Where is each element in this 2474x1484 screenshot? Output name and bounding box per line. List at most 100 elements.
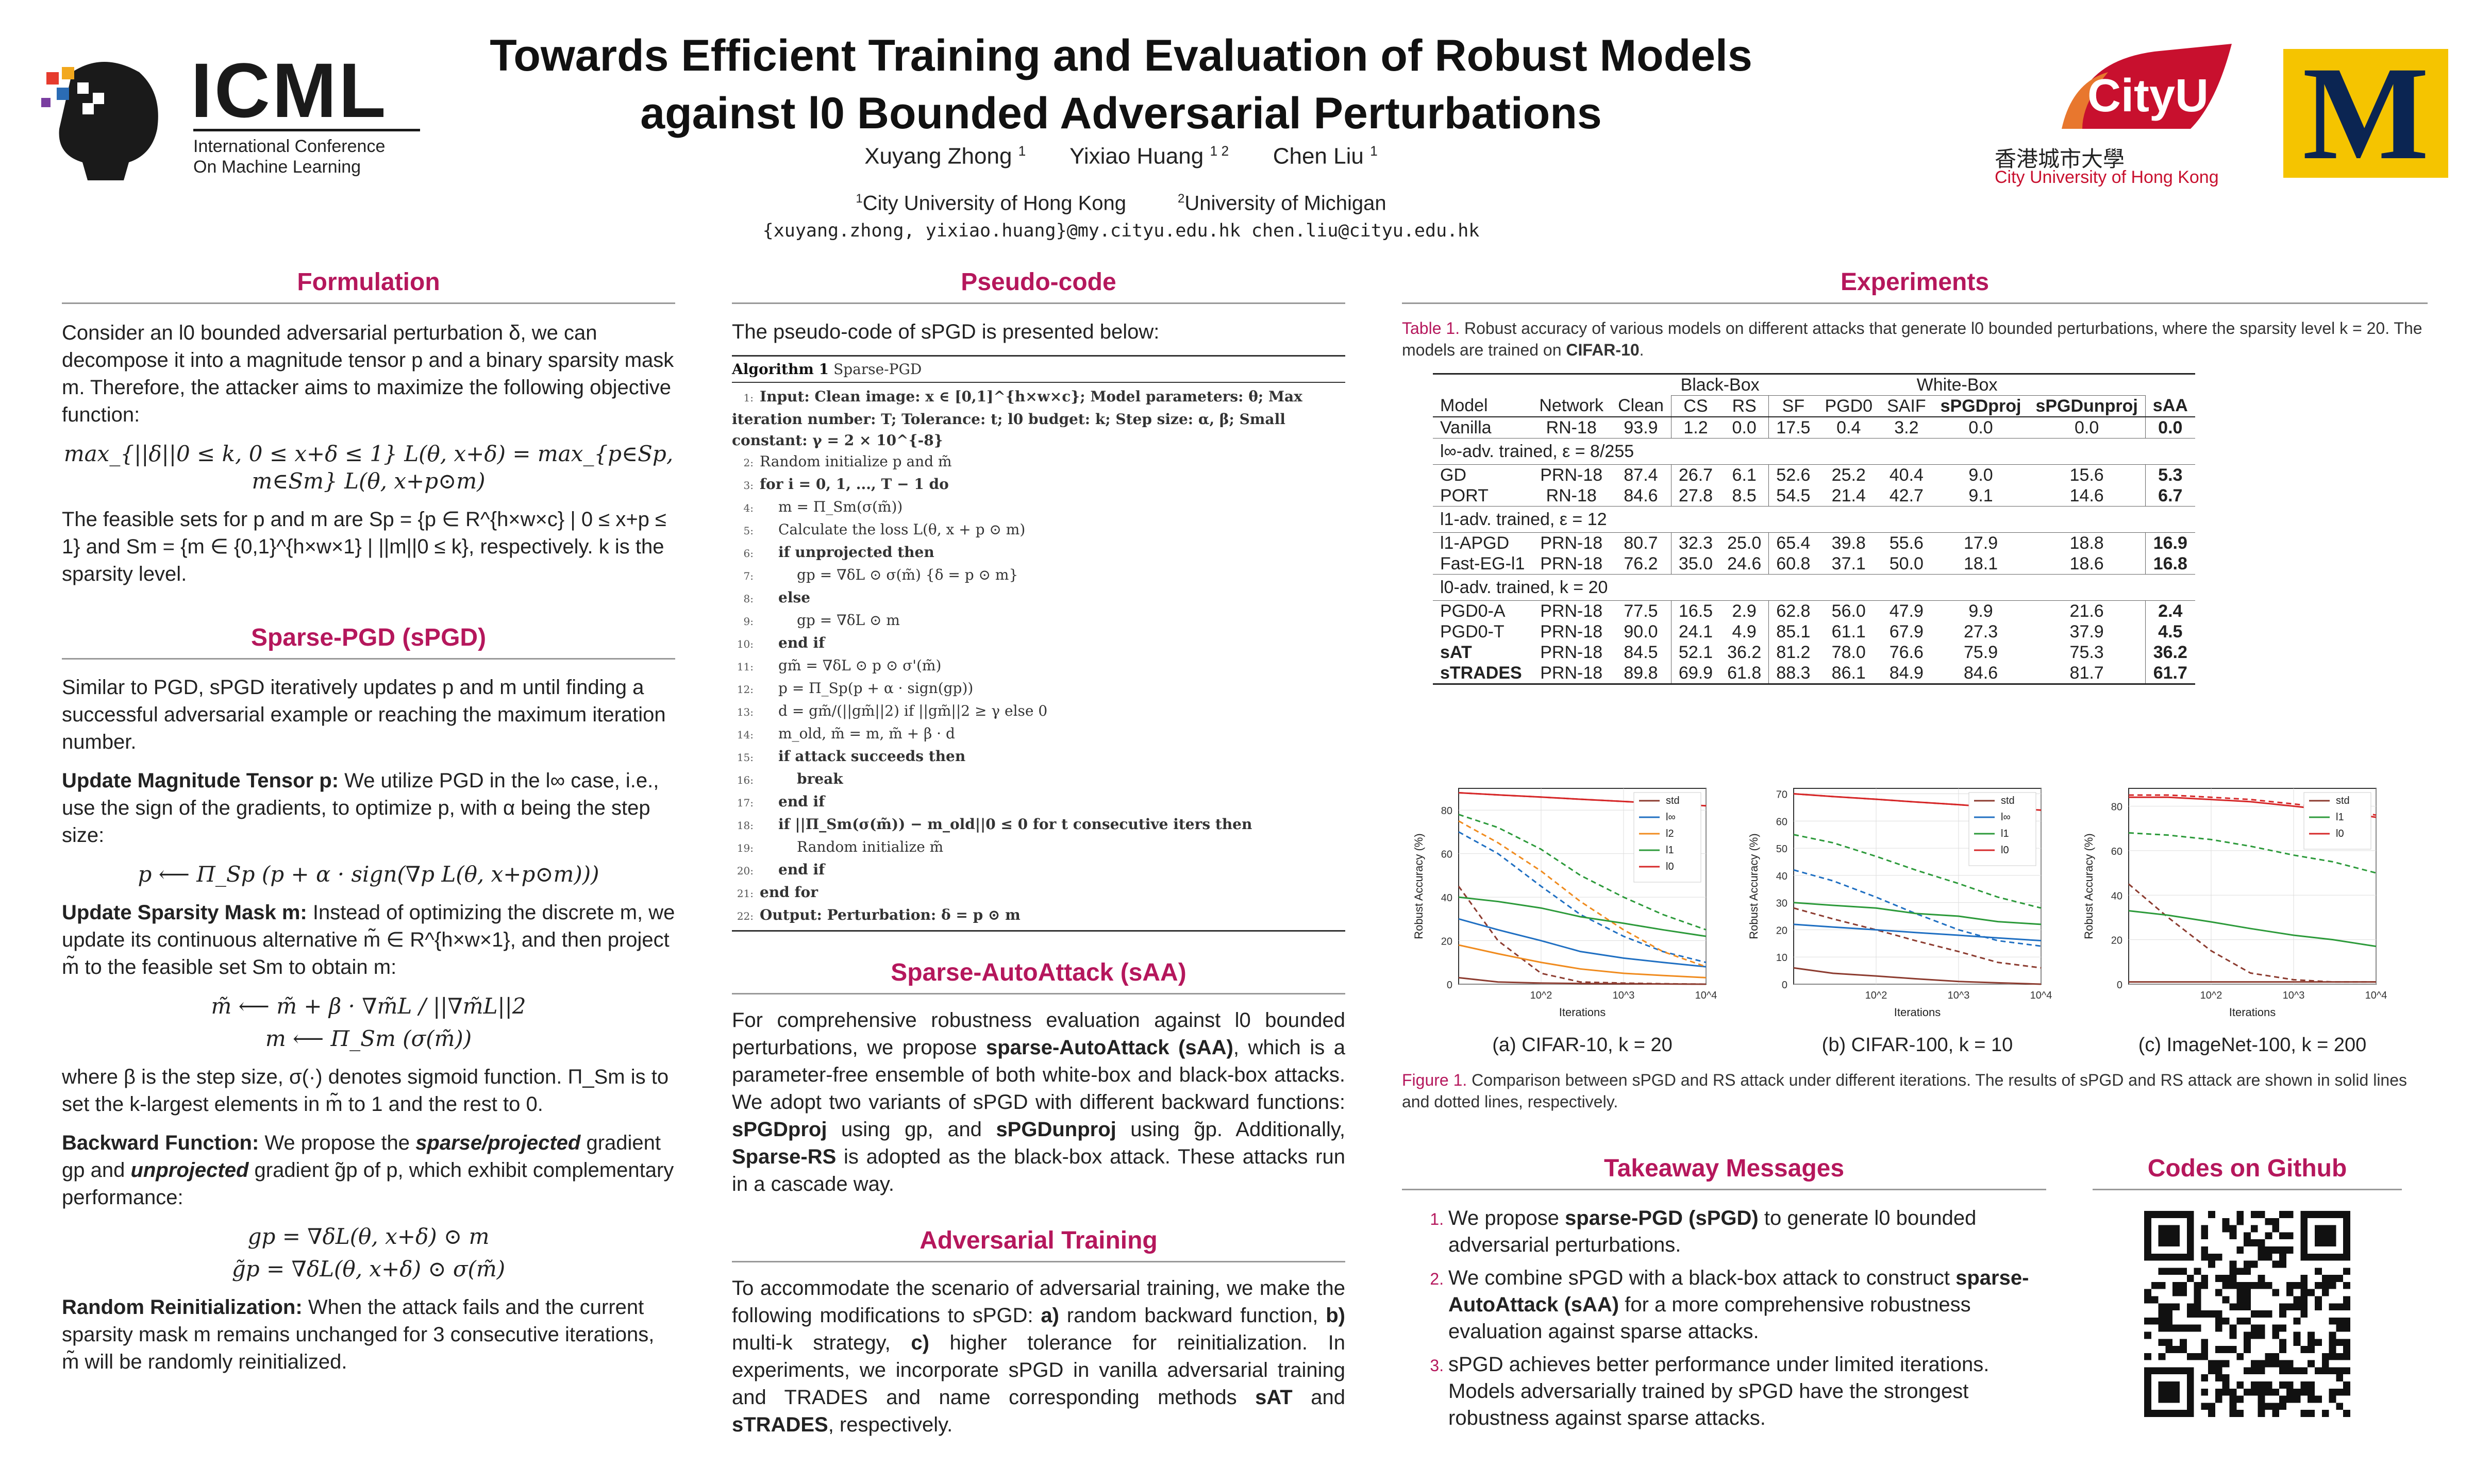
formulation-paragraph-2: The feasible sets for p and m are Sp = {… bbox=[62, 508, 666, 585]
table-cell: GD bbox=[1440, 465, 1466, 485]
algorithm-line: 18: if ||Π_Sm(σ(m̃)) − m_old||0 ≤ 0 for t… bbox=[732, 814, 1345, 836]
legend-label: l0 bbox=[2001, 845, 2009, 856]
y-tick-label: 40 bbox=[1441, 892, 1452, 904]
x-tick-label: 10^4 bbox=[1695, 990, 1717, 1001]
algorithm-lines: 1: Input: Clean image: x ∈ [0,1]^{h×w×c};… bbox=[732, 383, 1345, 932]
algorithm-line: 20: end if bbox=[732, 859, 1345, 882]
legend-label: l1 bbox=[1666, 845, 1674, 856]
line-text: end if bbox=[778, 861, 825, 878]
line-text: end for bbox=[760, 884, 818, 901]
figure-caption: Figure 1. Comparison between sPGD and RS… bbox=[1402, 1071, 2408, 1111]
spgd-intro: Similar to PGD, sPGD iteratively updates… bbox=[62, 676, 666, 753]
table-cell: 75.3 bbox=[2069, 642, 2104, 662]
series-line bbox=[2128, 883, 2376, 983]
table-cell: 2.9 bbox=[1732, 601, 1757, 621]
algorithm-line: 3: for i = 0, 1, ..., T − 1 do bbox=[732, 474, 1345, 496]
table-cell: 37.9 bbox=[2069, 621, 2104, 642]
table-cell: 6.1 bbox=[1732, 465, 1757, 485]
gradient-equation-1: gp = ∇δL(θ, x+δ) ⊙ m bbox=[247, 1224, 490, 1249]
line-text: for i = 0, 1, ..., T − 1 do bbox=[760, 476, 949, 493]
cityu-chinese: 香港城市大學 bbox=[1995, 146, 2125, 172]
table-cell: 21.6 bbox=[2069, 601, 2104, 621]
table-cell: 0.0 bbox=[2074, 417, 2099, 437]
algorithm-line: 14: m_old, m̃ = m, m̃ + β · d bbox=[732, 723, 1345, 746]
table-cell: 9.1 bbox=[1968, 485, 1993, 505]
table-cell: 16.5 bbox=[1670, 600, 1720, 621]
series-line bbox=[1793, 907, 2042, 969]
github-qr-code[interactable] bbox=[2144, 1211, 2350, 1417]
results-table: Black-Box White-Box Model Network Clean CS RS S… bbox=[1433, 373, 2195, 685]
table-cell: 0.0 bbox=[2145, 417, 2195, 439]
pseudocode-section: Pseudo-code The pseudo-code of sPGD is p… bbox=[732, 268, 1345, 932]
x-axis-label: Iterations bbox=[1559, 1006, 1606, 1019]
table-cell: 61.1 bbox=[1831, 621, 1866, 642]
y-axis-label: Robust Accuracy (%) bbox=[2082, 833, 2095, 939]
line-number: 20: bbox=[737, 865, 754, 877]
formulation-section: Formulation Consider an l0 bounded adver… bbox=[62, 268, 675, 599]
github-heading: Codes on Github bbox=[2147, 1155, 2347, 1182]
cityu-logo: CityU 香港城市大學 City University of Hong Kon… bbox=[1984, 41, 2242, 196]
chart-cifar10: 0 20 40 60 80 10^2 10^3 10^4 Iterations Robust Ac… bbox=[1412, 788, 1717, 1056]
table-cell: 4.5 bbox=[2145, 621, 2195, 642]
table-cell: 17.9 bbox=[1963, 533, 1998, 553]
x-tick-label: 10^3 bbox=[2283, 990, 2305, 1001]
x-tick-label: 10^2 bbox=[2200, 990, 2222, 1001]
line-number: 8: bbox=[743, 593, 754, 605]
table-cell: 9.0 bbox=[1968, 465, 1993, 485]
umich-logo-text: M bbox=[2302, 39, 2429, 188]
algorithm-line: 19: Random initialize m̃ bbox=[732, 836, 1345, 859]
column-header: RS bbox=[1732, 396, 1757, 416]
author-3: Chen Liu bbox=[1273, 143, 1364, 169]
table-cell: 3.2 bbox=[1894, 417, 1919, 437]
table-cell: PORT bbox=[1440, 485, 1489, 505]
line-number: 5: bbox=[743, 525, 754, 537]
algorithm-line: 1: Input: Clean image: x ∈ [0,1]^{h×w×c};… bbox=[732, 386, 1345, 451]
line-number: 1: bbox=[743, 392, 754, 404]
line-text: m_old, m̃ = m, m̃ + β · d bbox=[778, 725, 955, 742]
table-cell: 75.9 bbox=[1963, 642, 1998, 662]
table-caption: Robust accuracy of various models on dif… bbox=[1402, 319, 2422, 359]
series-line bbox=[1793, 902, 2042, 925]
line-number: 14: bbox=[737, 729, 754, 741]
legend-label: l∞ bbox=[2001, 812, 2011, 823]
table-cell: 35.0 bbox=[1670, 553, 1720, 575]
table-cell: PRN-18 bbox=[1540, 465, 1603, 485]
author-1: Xuyang Zhong bbox=[864, 143, 1012, 169]
table-cell: 52.6 bbox=[1768, 464, 1818, 485]
cityu-logo-text: CityU bbox=[2087, 70, 2209, 122]
y-tick-label: 70 bbox=[1776, 789, 1787, 801]
legend-label: l1 bbox=[2001, 828, 2009, 839]
y-tick-label: 80 bbox=[2111, 802, 2122, 813]
takeaway-heading: Takeaway Messages bbox=[1603, 1155, 1845, 1182]
line-text: gp = ∇δL ⊙ σ(m̃) {δ = p ⊙ m} bbox=[797, 566, 1018, 583]
line-number: 10: bbox=[737, 638, 754, 650]
table-cell: PRN-18 bbox=[1540, 533, 1603, 553]
table-cell: 47.9 bbox=[1889, 601, 1924, 621]
column-header: SAIF bbox=[1887, 396, 1926, 416]
series-line bbox=[1458, 976, 1707, 985]
line-text: Output: Perturbation: δ = p ⊙ m bbox=[760, 906, 1021, 923]
line-text: Calculate the loss L(θ, x + p ⊙ m) bbox=[778, 521, 1026, 538]
series-line bbox=[1458, 814, 1707, 931]
line-number: 3: bbox=[743, 479, 754, 492]
line-number: 22: bbox=[737, 910, 754, 922]
y-tick-label: 60 bbox=[1776, 816, 1787, 828]
line-number: 11: bbox=[737, 661, 754, 673]
column-header: Clean bbox=[1618, 396, 1664, 416]
algorithm-line: 12: p = Π_Sp(p + α · sign(gp)) bbox=[732, 678, 1345, 700]
table-cell: 78.0 bbox=[1831, 642, 1866, 662]
algorithm-line: 21: end for bbox=[732, 882, 1345, 904]
saa-section: Sparse-AutoAttack (sAA) For comprehensiv… bbox=[732, 959, 1346, 1195]
line-text: end if bbox=[778, 793, 825, 810]
saa-heading: Sparse-AutoAttack (sAA) bbox=[891, 959, 1186, 986]
update-m-text: Instead of optimizing the discrete m, we… bbox=[62, 901, 675, 979]
algorithm-name: Sparse-PGD bbox=[833, 361, 922, 378]
x-tick-label: 10^2 bbox=[1865, 990, 1887, 1001]
table-cell: 26.7 bbox=[1670, 464, 1720, 485]
table-cell: 1.2 bbox=[1670, 417, 1720, 439]
line-number: 15: bbox=[737, 751, 754, 764]
update-p-text: We utilize PGD in the l∞ case, i.e., use… bbox=[62, 769, 659, 847]
x-tick-label: 10^3 bbox=[1613, 990, 1635, 1001]
algorithm-line: 9: gp = ∇δL ⊙ m bbox=[732, 610, 1345, 632]
column-header: CS bbox=[1670, 395, 1720, 417]
